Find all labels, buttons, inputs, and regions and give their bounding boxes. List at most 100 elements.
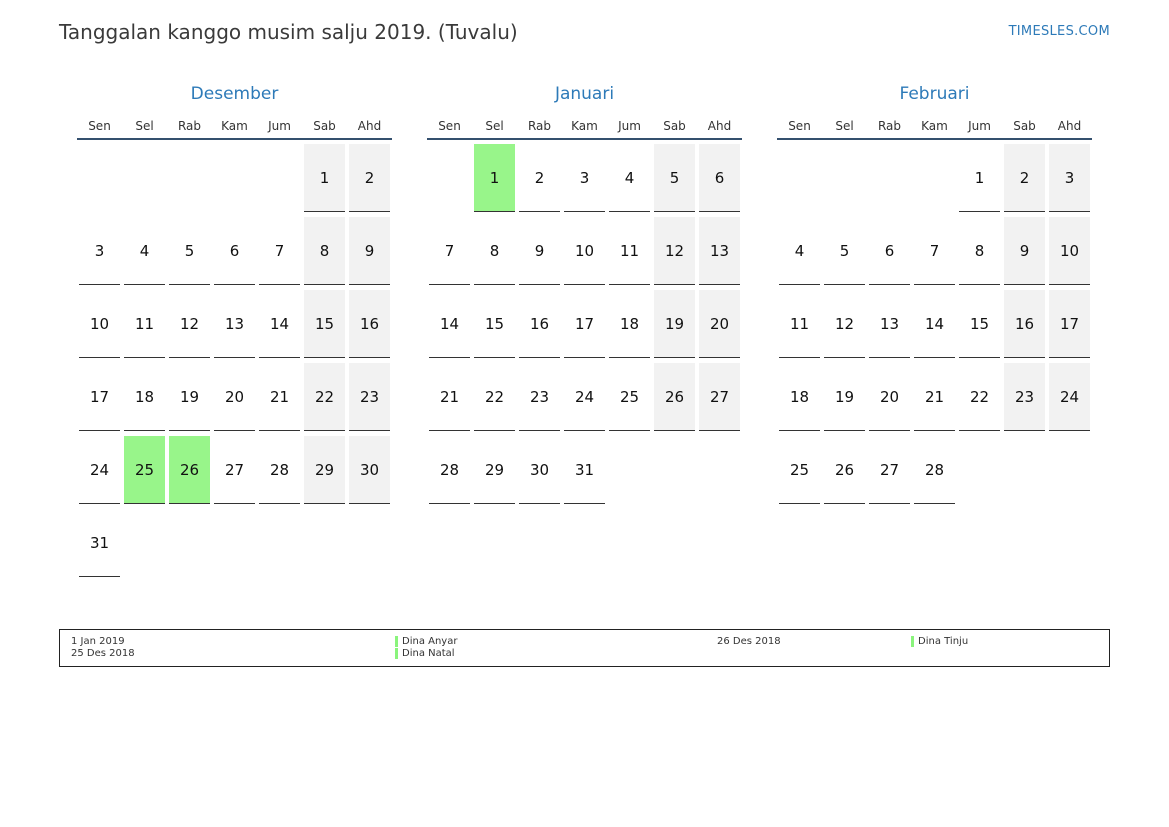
day-cell[interactable]: 29	[474, 436, 515, 504]
day-cell[interactable]: 5	[824, 217, 865, 285]
site-link[interactable]: TIMESLES.COM	[1008, 24, 1110, 39]
holiday-marker	[395, 636, 398, 647]
day-cell[interactable]: 30	[349, 436, 390, 504]
day-cell[interactable]: 31	[564, 436, 605, 504]
day-cell[interactable]: 3	[564, 144, 605, 212]
day-cell[interactable]: 10	[564, 217, 605, 285]
day-cell[interactable]: 27	[214, 436, 255, 504]
day-cell[interactable]: 7	[429, 217, 470, 285]
day-cell[interactable]: 20	[699, 290, 740, 358]
day-cell[interactable]: 17	[1049, 290, 1090, 358]
day-cell[interactable]: 18	[124, 363, 165, 431]
day-cell[interactable]: 9	[1004, 217, 1045, 285]
empty-cell	[1049, 436, 1090, 504]
day-cell[interactable]: 12	[654, 217, 695, 285]
weekday-label: Sen	[438, 119, 461, 133]
day-cell[interactable]: 14	[429, 290, 470, 358]
day-cell[interactable]: 24	[1049, 363, 1090, 431]
day-cell[interactable]: 11	[124, 290, 165, 358]
day-cell[interactable]: 16	[349, 290, 390, 358]
day-cell[interactable]: 23	[1004, 363, 1045, 431]
day-cell[interactable]: 15	[959, 290, 1000, 358]
day-cell[interactable]: 16	[519, 290, 560, 358]
day-cell[interactable]: 6	[699, 144, 740, 212]
day-cell[interactable]: 9	[519, 217, 560, 285]
day-cell[interactable]: 30	[519, 436, 560, 504]
day-cell[interactable]: 17	[564, 290, 605, 358]
day-cell[interactable]: 11	[609, 217, 650, 285]
legend-item: Dina Natal	[395, 648, 455, 660]
day-cell[interactable]: 8	[959, 217, 1000, 285]
day-cell[interactable]: 28	[259, 436, 300, 504]
week-row: 24 25 26 27 28 29 30	[77, 436, 392, 509]
day-cell[interactable]: 19	[654, 290, 695, 358]
day-cell[interactable]: 13	[869, 290, 910, 358]
day-cell[interactable]: 12	[169, 290, 210, 358]
day-cell[interactable]: 15	[474, 290, 515, 358]
day-cell[interactable]: 28	[429, 436, 470, 504]
day-cell[interactable]: 8	[304, 217, 345, 285]
day-cell[interactable]: 9	[349, 217, 390, 285]
day-cell[interactable]: 7	[914, 217, 955, 285]
day-cell[interactable]: 27	[699, 363, 740, 431]
day-cell[interactable]: 20	[214, 363, 255, 431]
day-cell[interactable]: 29	[304, 436, 345, 504]
day-cell[interactable]: 6	[214, 217, 255, 285]
weekday-label: Ahd	[707, 119, 732, 133]
day-cell[interactable]: 7	[259, 217, 300, 285]
day-cell[interactable]: 22	[304, 363, 345, 431]
day-cell[interactable]: 13	[699, 217, 740, 285]
day-cell[interactable]: 26	[824, 436, 865, 504]
day-cell[interactable]: 27	[869, 436, 910, 504]
day-cell[interactable]: 16	[1004, 290, 1045, 358]
day-cell[interactable]: 25	[124, 436, 165, 504]
day-cell[interactable]: 1	[474, 144, 515, 212]
day-cell[interactable]: 17	[79, 363, 120, 431]
day-cell[interactable]: 20	[869, 363, 910, 431]
day-cell[interactable]: 19	[824, 363, 865, 431]
day-cell[interactable]: 26	[169, 436, 210, 504]
day-cell[interactable]: 8	[474, 217, 515, 285]
day-cell[interactable]: 1	[959, 144, 1000, 212]
day-cell[interactable]: 21	[914, 363, 955, 431]
day-cell[interactable]: 2	[519, 144, 560, 212]
day-cell[interactable]: 22	[959, 363, 1000, 431]
day-cell[interactable]: 21	[429, 363, 470, 431]
day-cell[interactable]: 19	[169, 363, 210, 431]
day-cell[interactable]: 5	[169, 217, 210, 285]
day-cell[interactable]: 31	[79, 509, 120, 577]
day-cell[interactable]: 3	[1049, 144, 1090, 212]
day-cell[interactable]: 26	[654, 363, 695, 431]
day-cell[interactable]: 14	[914, 290, 955, 358]
day-cell[interactable]: 2	[1004, 144, 1045, 212]
day-cell[interactable]: 5	[654, 144, 695, 212]
day-cell[interactable]: 22	[474, 363, 515, 431]
day-cell[interactable]: 6	[869, 217, 910, 285]
day-cell[interactable]: 14	[259, 290, 300, 358]
day-cell[interactable]: 1	[304, 144, 345, 212]
day-cell[interactable]: 10	[1049, 217, 1090, 285]
day-cell[interactable]: 24	[564, 363, 605, 431]
day-cell[interactable]: 3	[79, 217, 120, 285]
week-row: 21 22 23 24 25 26 27	[427, 363, 742, 436]
day-cell[interactable]: 11	[779, 290, 820, 358]
day-cell[interactable]: 23	[519, 363, 560, 431]
day-cell[interactable]: 28	[914, 436, 955, 504]
weekday-label: Kam	[571, 119, 598, 133]
empty-cell	[654, 436, 695, 504]
day-cell[interactable]: 4	[779, 217, 820, 285]
day-cell[interactable]: 4	[124, 217, 165, 285]
day-cell[interactable]: 21	[259, 363, 300, 431]
day-cell[interactable]: 2	[349, 144, 390, 212]
day-cell[interactable]: 25	[609, 363, 650, 431]
day-cell[interactable]: 23	[349, 363, 390, 431]
day-cell[interactable]: 4	[609, 144, 650, 212]
day-cell[interactable]: 18	[779, 363, 820, 431]
day-cell[interactable]: 15	[304, 290, 345, 358]
day-cell[interactable]: 18	[609, 290, 650, 358]
day-cell[interactable]: 12	[824, 290, 865, 358]
day-cell[interactable]: 10	[79, 290, 120, 358]
day-cell[interactable]: 13	[214, 290, 255, 358]
day-cell[interactable]: 24	[79, 436, 120, 504]
day-cell[interactable]: 25	[779, 436, 820, 504]
